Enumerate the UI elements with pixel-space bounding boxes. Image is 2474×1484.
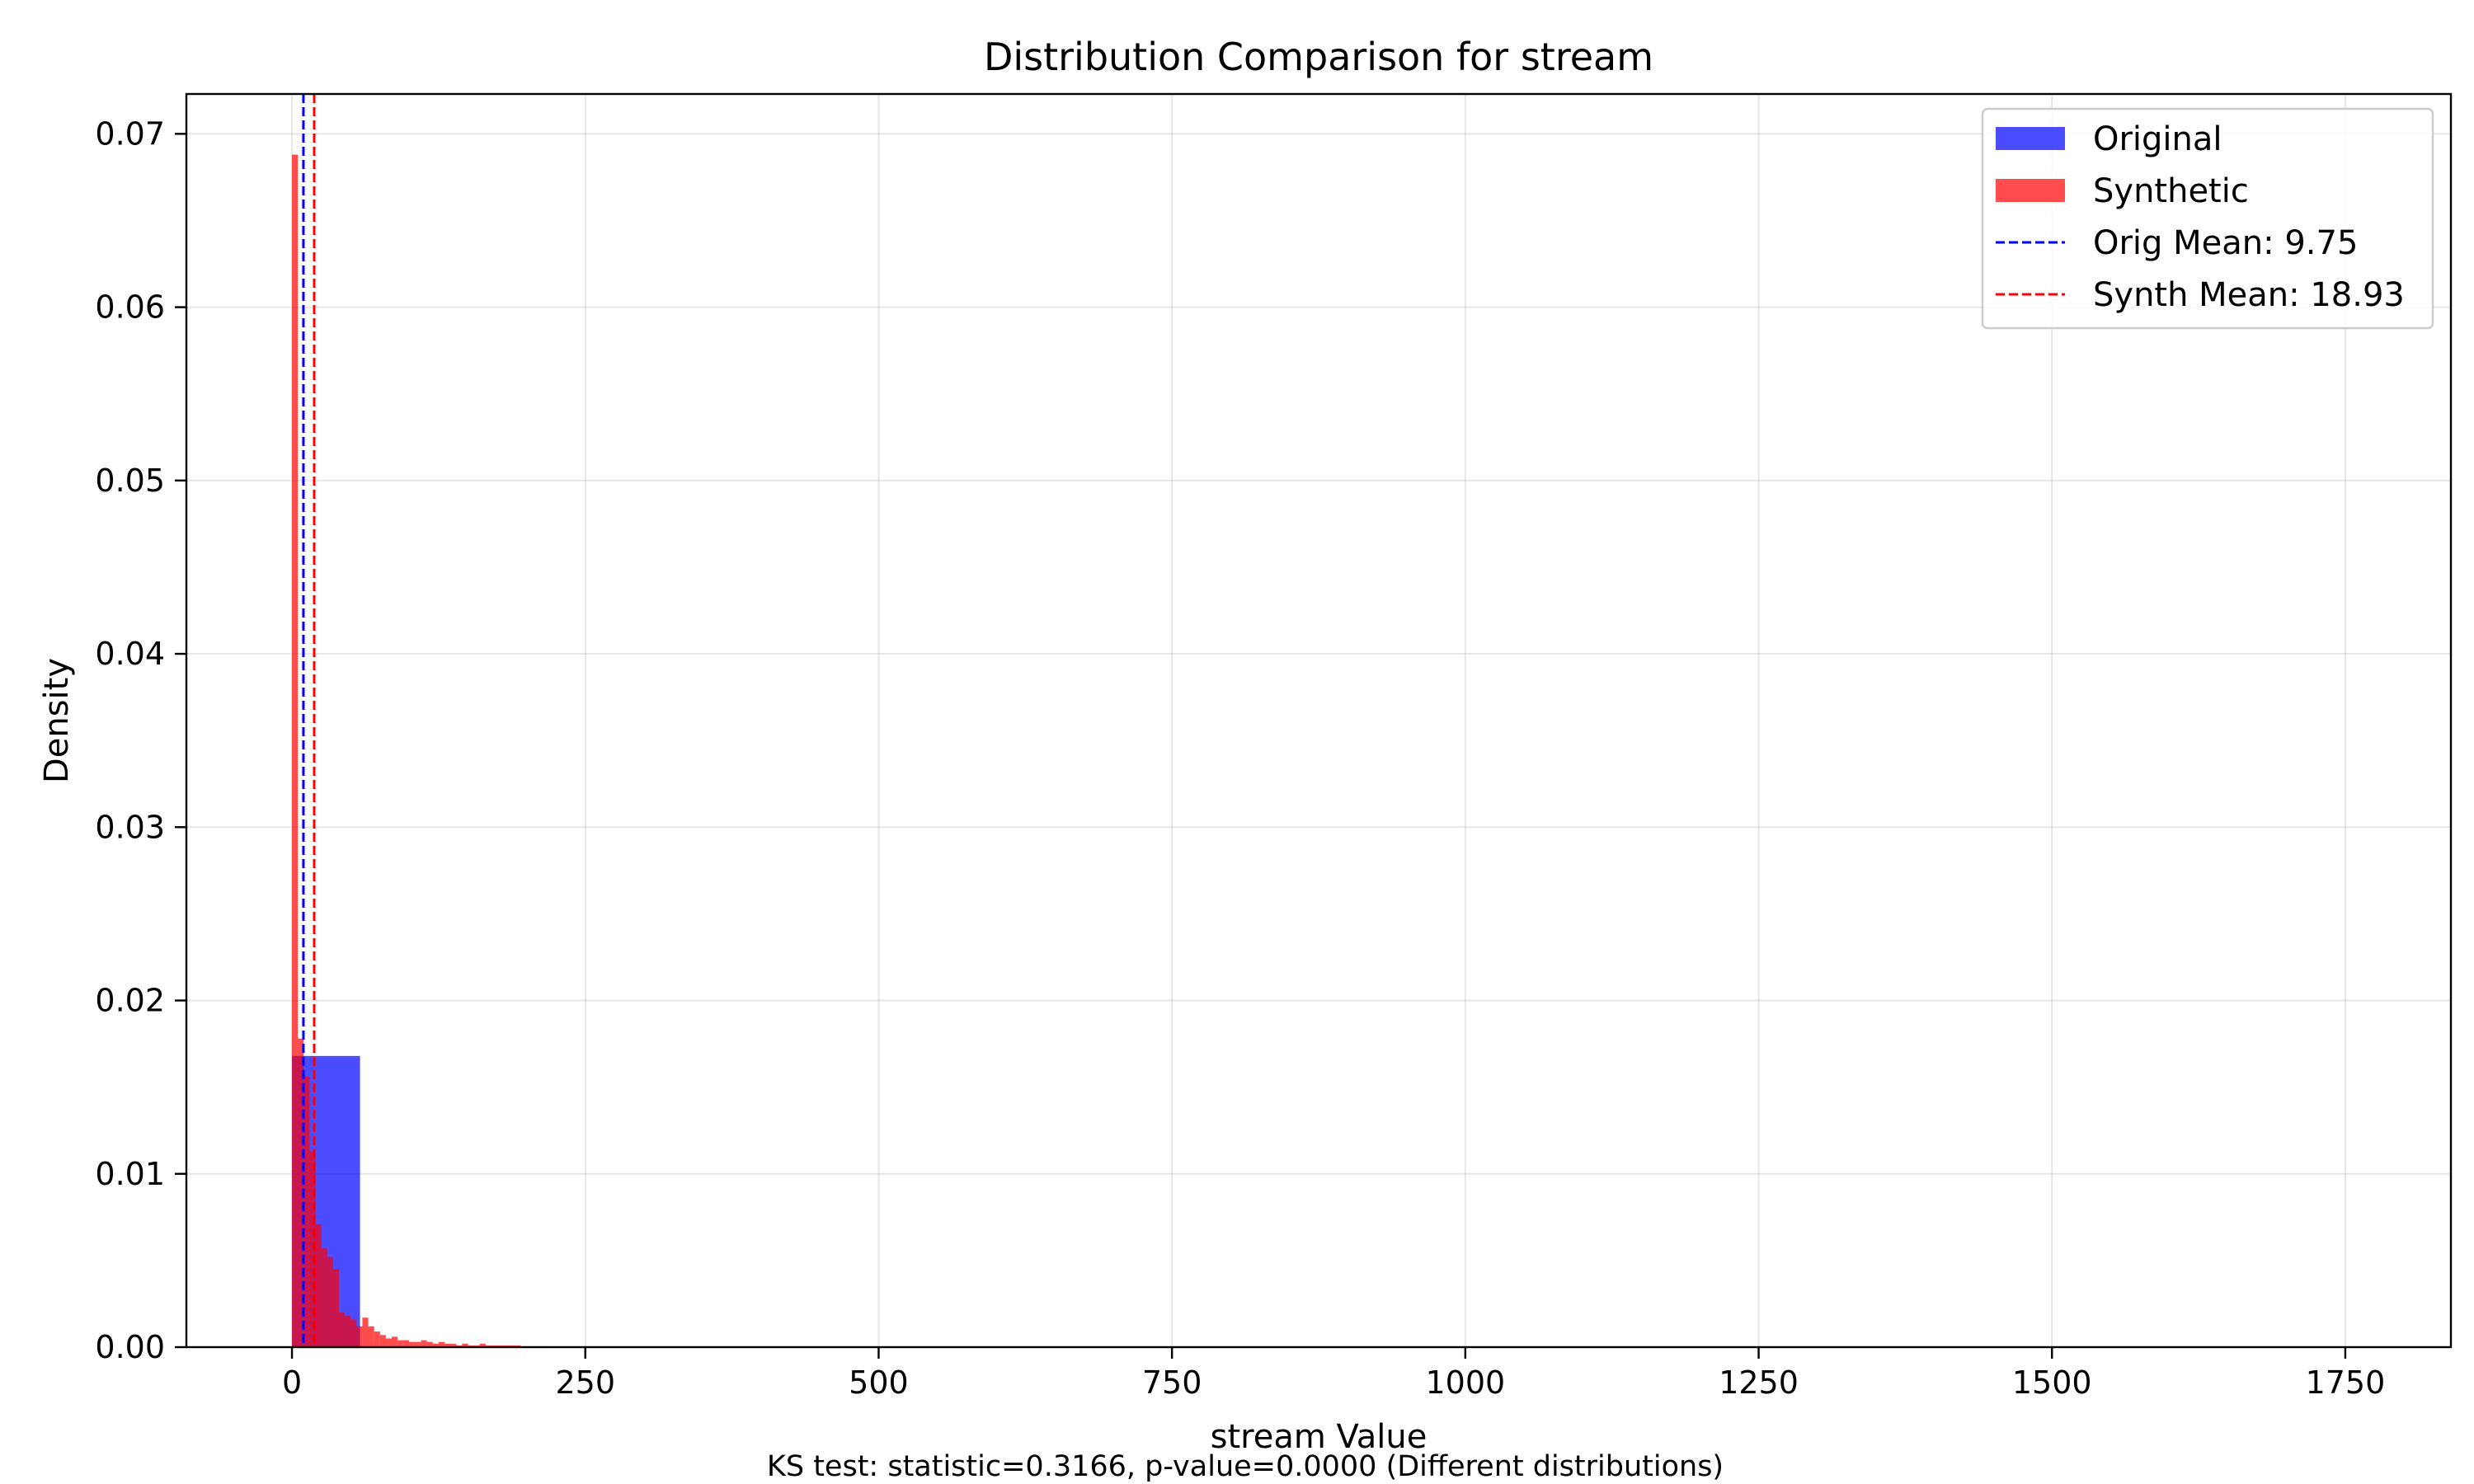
mean-lines — [302, 94, 316, 1347]
y-tick-label: 0.02 — [95, 983, 165, 1019]
x-tick-label: 1500 — [2012, 1364, 2092, 1401]
synthetic-bars — [292, 154, 544, 1348]
y-axis-label: Density — [38, 658, 76, 783]
synthetic-bar — [391, 1336, 398, 1347]
y-tick-label: 0.06 — [95, 289, 165, 326]
x-axis-label: stream Value — [1211, 1418, 1427, 1456]
legend-label: Synthetic — [2093, 172, 2249, 210]
x-tick-label: 1250 — [1719, 1364, 1799, 1401]
synthetic-bar — [403, 1340, 410, 1347]
synthetic-bar — [409, 1341, 416, 1347]
y-tick-label: 0.03 — [95, 809, 165, 845]
y-axis-ticks: 0.00 0.01 0.02 0.03 0.04 0.05 0.06 0.07 — [95, 115, 186, 1365]
synthetic-bar — [444, 1343, 451, 1347]
synthetic-bar — [379, 1335, 386, 1347]
synthetic-bar — [309, 1151, 316, 1347]
synthetic-bar — [432, 1343, 439, 1347]
x-tick-label: 250 — [555, 1364, 615, 1401]
synthetic-bar — [385, 1338, 392, 1347]
synthetic-bar — [356, 1326, 363, 1347]
synthetic-bar — [292, 154, 299, 1348]
synthetic-bar — [303, 1077, 310, 1347]
synthetic-bar — [321, 1248, 327, 1347]
synthetic-bar — [345, 1316, 351, 1347]
legend-swatch — [1996, 179, 2065, 202]
ks-test-footnote: KS test: statistic=0.3166, p-value=0.000… — [767, 1450, 1724, 1483]
legend-label: Original — [2093, 120, 2222, 158]
y-tick-label: 0.05 — [95, 463, 165, 499]
plot-frame — [185, 92, 2453, 1349]
y-tick-label: 0.07 — [95, 115, 165, 152]
synthetic-bar — [462, 1343, 468, 1347]
synthetic-bar — [421, 1340, 427, 1347]
y-tick-label: 0.04 — [95, 636, 165, 672]
synthetic-bar — [338, 1312, 346, 1347]
synthetic-bar — [327, 1256, 333, 1347]
legend-frame — [1981, 107, 2434, 330]
synthetic-bar — [332, 1269, 339, 1347]
y-tick-label: 0.00 — [95, 1329, 165, 1365]
synthetic-bar — [298, 1038, 304, 1347]
synthetic-bar — [350, 1319, 357, 1347]
synthetic-bar — [438, 1341, 445, 1347]
x-tick-label: 0 — [282, 1364, 302, 1401]
legend-label: Synth Mean: 18.93 — [2093, 276, 2405, 314]
synthetic-bar — [315, 1223, 322, 1347]
synthetic-bar — [415, 1341, 421, 1347]
synthetic-bar — [426, 1341, 433, 1347]
synthetic-bar — [479, 1343, 486, 1347]
y-tick-label: 0.01 — [95, 1156, 165, 1192]
chart-title: Distribution Comparison for stream — [984, 35, 1653, 79]
legend-swatch — [1996, 127, 2065, 150]
x-tick-label: 750 — [1142, 1364, 1202, 1401]
x-tick-label: 1750 — [2306, 1364, 2386, 1401]
legend-label: Orig Mean: 9.75 — [2093, 224, 2358, 262]
synthetic-bar — [362, 1317, 369, 1347]
synthetic-bar — [397, 1340, 404, 1347]
synthetic-bar — [368, 1326, 374, 1347]
x-axis-ticks: 0 250 500 750 1000 1250 1500 1750 — [282, 1347, 2385, 1401]
x-tick-label: 500 — [849, 1364, 909, 1401]
synthetic-bar — [374, 1331, 380, 1347]
legend: Original Synthetic Orig Mean: 9.75 Synth Me… — [1981, 107, 2434, 330]
x-tick-label: 1000 — [1425, 1364, 1505, 1401]
synthetic-bar — [450, 1343, 457, 1347]
